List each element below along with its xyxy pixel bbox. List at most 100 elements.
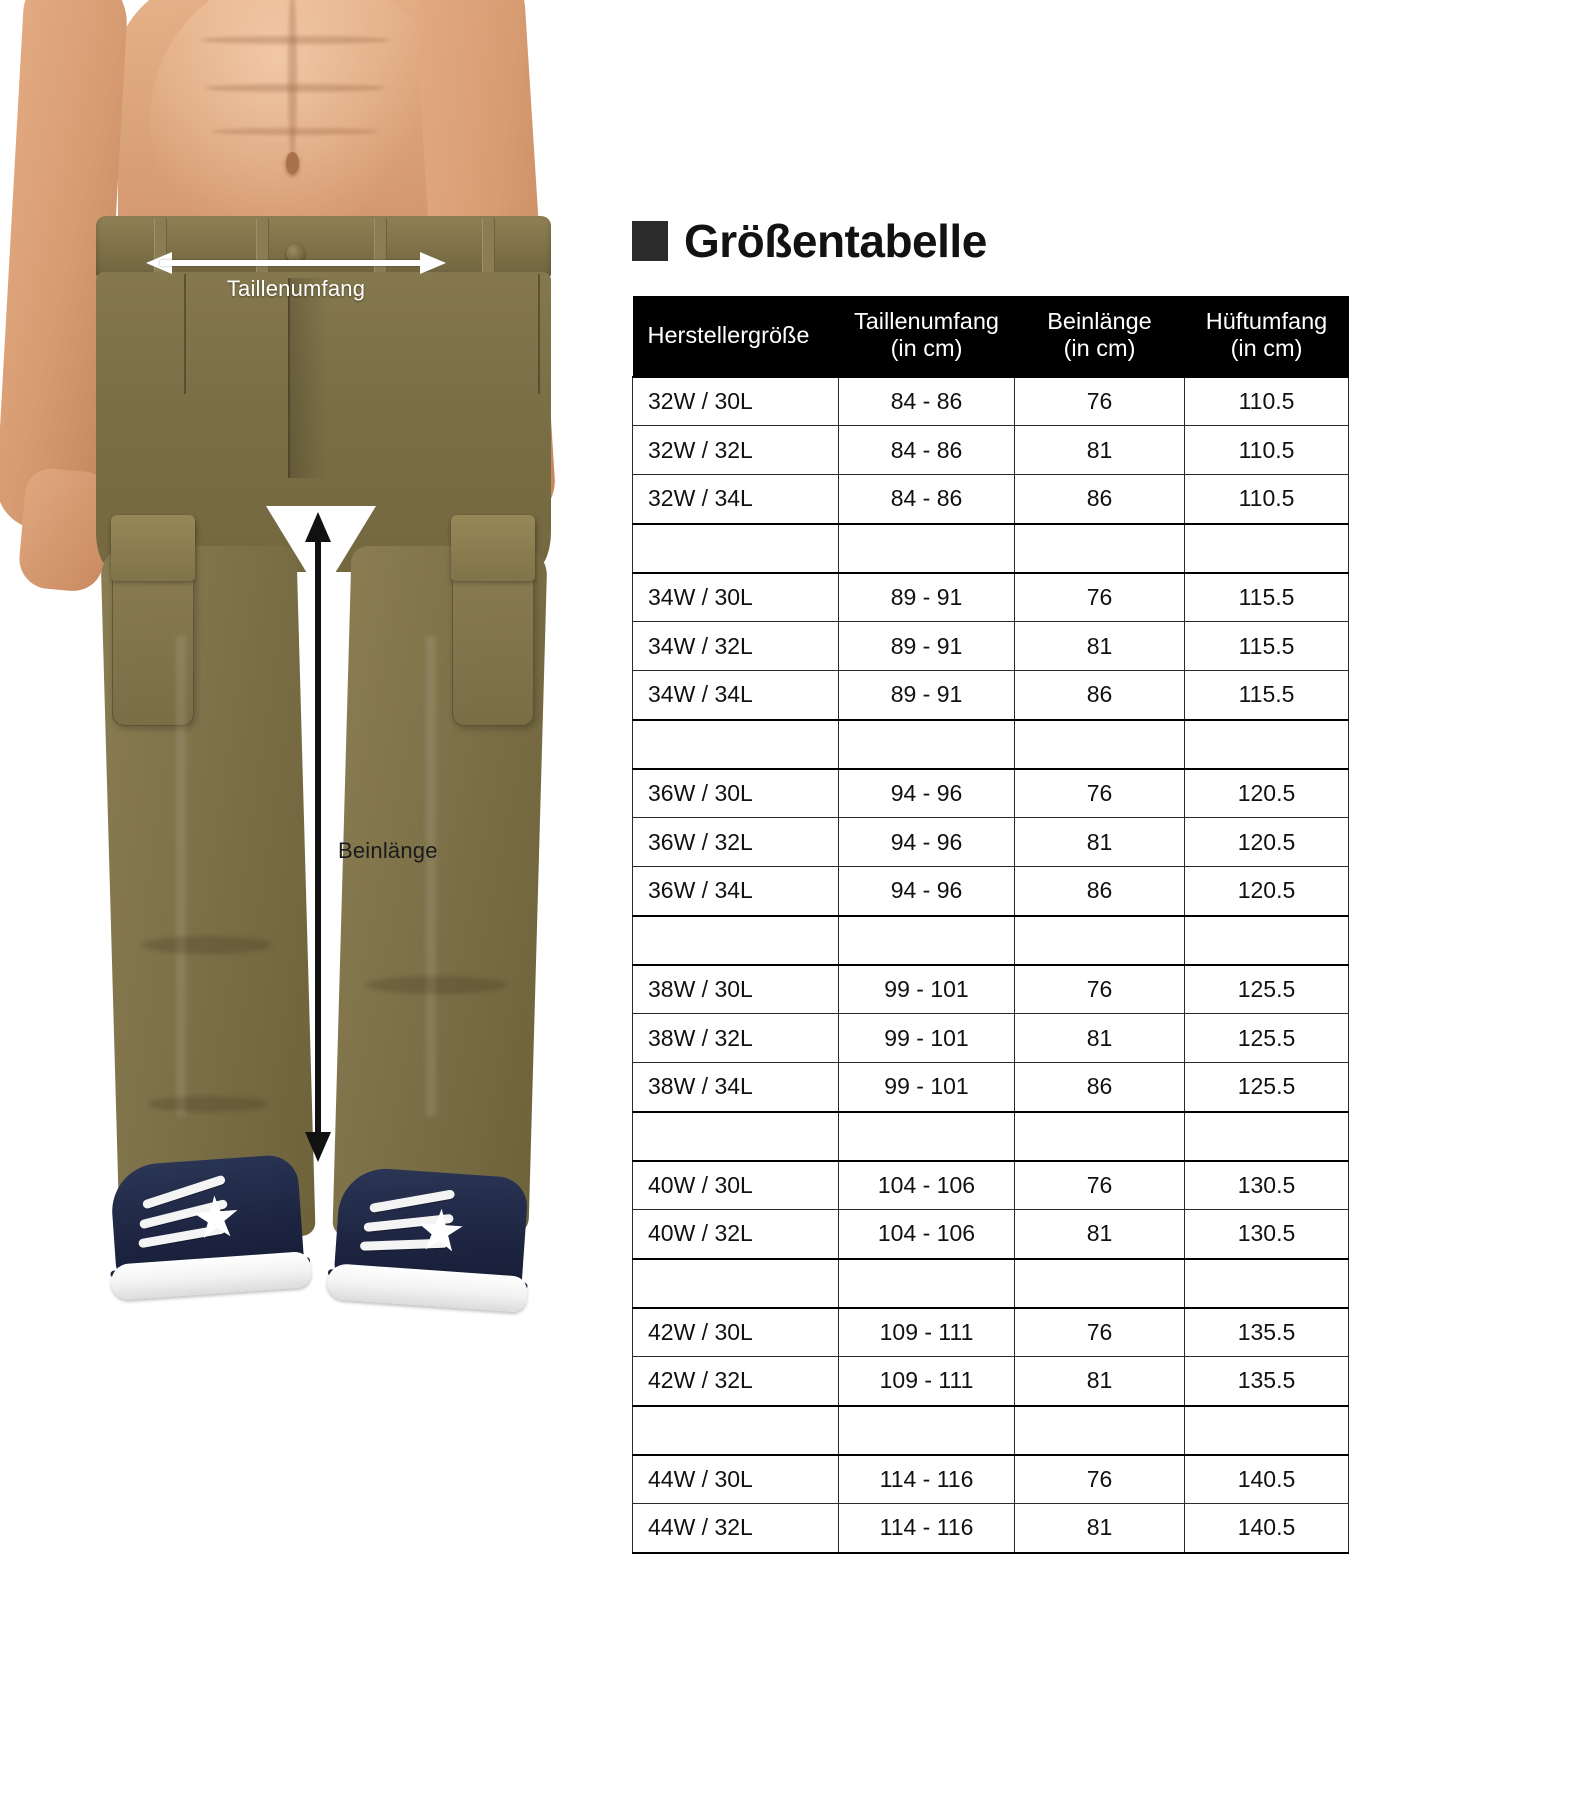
table-row: 34W / 32L 89 - 91 81 115.5 [632,621,1349,671]
cell-size: 38W / 30L [632,963,839,1014]
cell-hip: 120.5 [1184,817,1349,867]
table-spacer-cell [1014,1110,1185,1162]
cell-waist: 99 - 101 [838,1062,1015,1113]
table-spacer-row [632,522,1349,574]
product-photo: Taillenumfang Beinlänge [0,0,620,1800]
ab-line [212,128,378,135]
page-title: Größentabelle [632,218,987,264]
table-spacer-cell [1184,1257,1349,1309]
sneaker-left [103,1153,313,1317]
square-bullet-icon [632,221,668,261]
cell-size: 32W / 30L [632,375,839,426]
table-row: 36W / 34L 94 - 96 86 120.5 [632,866,1349,917]
column-header-hip: Hüftumfang (in cm) [1184,296,1349,377]
table-spacer-cell [632,914,839,966]
cell-hip: 140.5 [1184,1453,1349,1504]
cell-size: 38W / 34L [632,1062,839,1113]
cell-size: 36W / 30L [632,767,839,818]
size-table-body: 32W / 30L 84 - 86 76 110.5 32W / 32L 84 - 86 8… [632,375,1349,1554]
cell-leg: 76 [1014,375,1185,426]
cell-waist: 89 - 91 [838,670,1015,721]
cell-hip: 115.5 [1184,621,1349,671]
table-row: 34W / 34L 89 - 91 86 115.5 [632,670,1349,721]
table-spacer-cell [632,1110,839,1162]
cell-size: 36W / 34L [632,866,839,917]
cell-waist: 89 - 91 [838,571,1015,622]
cell-leg: 81 [1014,425,1185,475]
cell-hip: 130.5 [1184,1159,1349,1210]
table-row: 44W / 30L 114 - 116 76 140.5 [632,1453,1349,1504]
table-row: 32W / 32L 84 - 86 81 110.5 [632,425,1349,475]
linea-alba [288,0,297,160]
table-spacer-cell [632,1404,839,1456]
cargo-pocket-right [451,515,535,726]
table-spacer-cell [1014,522,1185,574]
cell-hip: 120.5 [1184,866,1349,917]
cell-waist: 94 - 96 [838,817,1015,867]
cell-hip: 135.5 [1184,1356,1349,1407]
cell-hip: 125.5 [1184,1062,1349,1113]
cell-leg: 81 [1014,1209,1185,1260]
cell-leg: 76 [1014,1453,1185,1504]
cell-size: 34W / 32L [632,621,839,671]
fabric-fold [366,976,506,994]
cell-waist: 94 - 96 [838,866,1015,917]
size-table: Herstellergröße Taillenumfang (in cm) Be… [632,296,1349,1554]
table-row: 34W / 30L 89 - 91 76 115.5 [632,571,1349,622]
arrow-shaft [160,260,432,266]
table-row: 36W / 30L 94 - 96 76 120.5 [632,767,1349,818]
table-spacer-cell [838,914,1015,966]
cell-leg: 81 [1014,621,1185,671]
cell-size: 32W / 32L [632,425,839,475]
cell-size: 40W / 30L [632,1159,839,1210]
table-row: 40W / 30L 104 - 106 76 130.5 [632,1159,1349,1210]
size-table-pane: Größentabelle Herstellergröße Taillenumf… [620,0,1574,1800]
sneaker-right [325,1165,535,1329]
belt-loop [482,218,495,276]
leg-measure-arrow-icon [305,512,331,1162]
cargo-pocket-left [111,515,195,726]
size-table-header: Herstellergröße Taillenumfang (in cm) Be… [632,296,1349,377]
cell-leg: 86 [1014,1062,1185,1113]
table-spacer-row [632,1404,1349,1456]
table-row: 38W / 34L 99 - 101 86 125.5 [632,1062,1349,1113]
table-spacer-cell [838,1257,1015,1309]
cell-waist: 89 - 91 [838,621,1015,671]
table-spacer-cell [1184,914,1349,966]
column-header-leg-name: Beinlänge [1047,308,1152,334]
cargo-pants [96,216,551,1236]
cell-leg: 86 [1014,866,1185,917]
column-header-waist: Taillenumfang (in cm) [838,296,1015,377]
cell-size: 44W / 30L [632,1453,839,1504]
arrow-shaft [315,530,321,1146]
table-row: 40W / 32L 104 - 106 81 130.5 [632,1209,1349,1260]
table-spacer-cell [1014,1404,1185,1456]
column-header-size: Herstellergröße [632,296,839,377]
cell-leg: 76 [1014,1159,1185,1210]
table-spacer-cell [838,1110,1015,1162]
waist-button [286,244,305,263]
cell-size: 38W / 32L [632,1013,839,1063]
cell-leg: 76 [1014,963,1185,1014]
table-row: 38W / 30L 99 - 101 76 125.5 [632,963,1349,1014]
table-row: 32W / 30L 84 - 86 76 110.5 [632,375,1349,426]
cell-size: 44W / 32L [632,1503,839,1554]
cell-leg: 81 [1014,1013,1185,1063]
column-header-size-name: Herstellergröße [647,321,810,348]
table-spacer-cell [1184,1404,1349,1456]
cell-hip: 110.5 [1184,425,1349,475]
cell-hip: 115.5 [1184,670,1349,721]
cell-waist: 99 - 101 [838,963,1015,1014]
cell-size: 42W / 30L [632,1306,839,1357]
leg-crease [426,636,436,1116]
fabric-fold [142,936,272,954]
column-header-hip-name: Hüftumfang [1205,308,1328,334]
page-title-text: Größentabelle [684,215,987,267]
cell-size: 34W / 30L [632,571,839,622]
cargo-flap [451,515,535,581]
arrow-head-bottom-icon [305,1132,331,1162]
table-spacer-cell [632,1257,839,1309]
cell-leg: 76 [1014,571,1185,622]
cell-waist: 84 - 86 [838,474,1015,525]
cell-size: 36W / 32L [632,817,839,867]
